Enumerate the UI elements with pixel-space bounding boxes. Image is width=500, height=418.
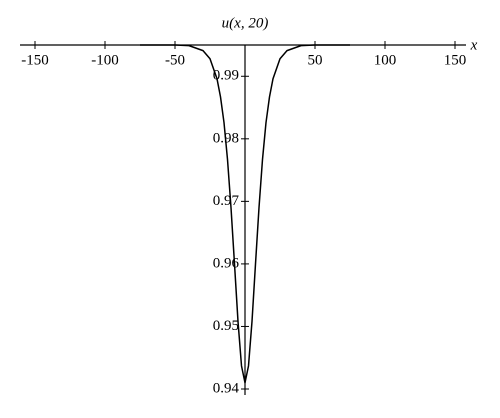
x-tick-label: -150: [21, 52, 49, 68]
y-tick-label: 0.96: [213, 255, 240, 271]
x-tick-label: -100: [91, 52, 119, 68]
x-tick-label: 100: [374, 52, 397, 68]
y-tick-label: 0.99: [213, 68, 239, 84]
x-tick-label: 150: [444, 52, 467, 68]
x-tick-label: -50: [165, 52, 185, 68]
y-tick-label: 0.95: [213, 318, 239, 334]
x-tick-label: 50: [308, 52, 323, 68]
line: [140, 44, 350, 384]
chart-title: u(x, 20): [222, 15, 269, 31]
x-axis-label: x: [470, 37, 478, 53]
y-tick-label: 0.94: [213, 380, 240, 396]
y-tick-label: 0.97: [213, 193, 240, 209]
